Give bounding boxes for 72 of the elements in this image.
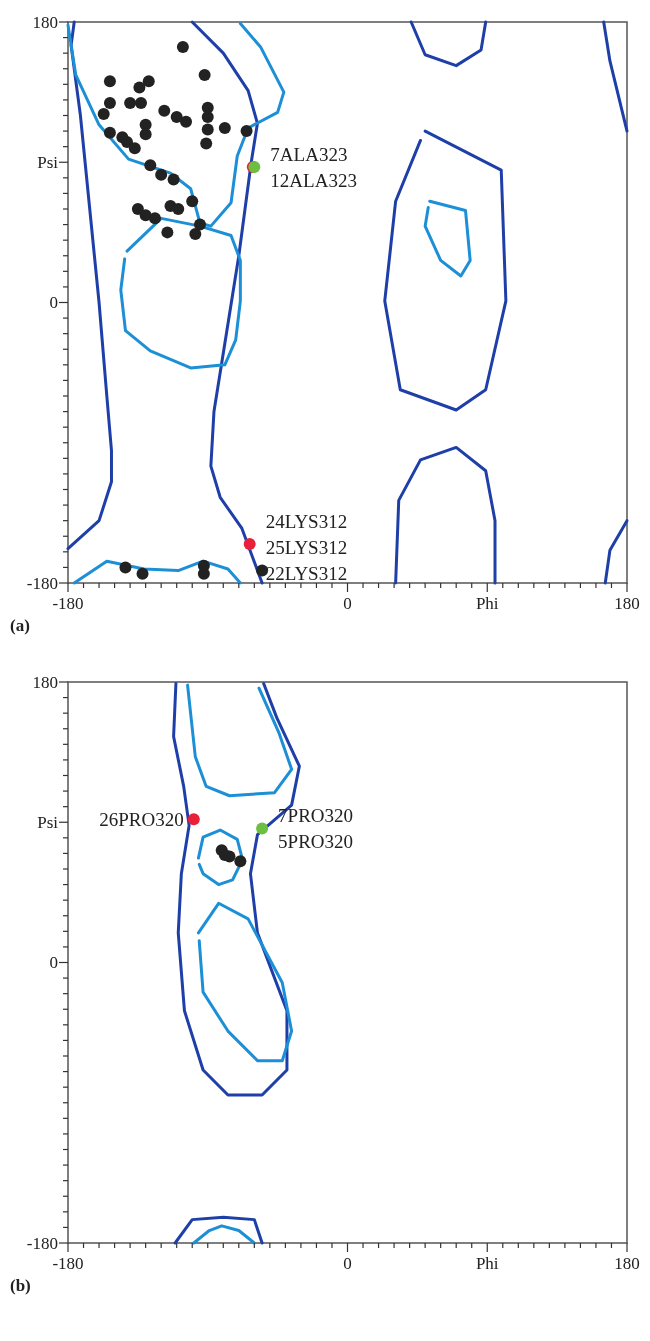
y-tick-label: 0: [49, 953, 58, 973]
point: [158, 104, 171, 117]
point: [103, 75, 116, 88]
x-tick-label: Phi: [475, 594, 499, 613]
line-series: [190, 20, 264, 585]
line-series: [196, 901, 294, 1063]
point: [172, 203, 185, 215]
point: [170, 111, 183, 124]
point: [198, 68, 211, 81]
point: [201, 111, 214, 124]
y-tick-label: 0: [49, 293, 58, 313]
point: [201, 123, 214, 136]
point: [243, 538, 256, 551]
text: (a): [10, 616, 30, 635]
point: [119, 561, 132, 574]
point: [136, 567, 149, 580]
annotation: 7PRO320: [278, 805, 354, 827]
annotation: 7ALA323: [270, 143, 348, 165]
point: [133, 81, 146, 94]
point: [148, 212, 161, 225]
point: [187, 813, 200, 826]
x-tick-label: Phi: [475, 1254, 499, 1273]
line-series: [409, 20, 488, 68]
point: [103, 97, 116, 110]
annotation: 25LYS312: [265, 537, 348, 558]
line-series: [186, 683, 294, 798]
x-tick-label: 180: [614, 1254, 640, 1273]
point: [193, 218, 206, 231]
point: [131, 203, 144, 215]
y-tick-label: -180: [26, 573, 58, 593]
point: [103, 126, 116, 139]
annotation: 26PRO320: [99, 809, 184, 831]
y-tick-label: 180: [32, 12, 58, 32]
line-series: [72, 559, 242, 585]
point: [180, 115, 193, 128]
x-tick-label: 0: [343, 1254, 352, 1273]
point: [134, 97, 147, 110]
point: [155, 168, 168, 181]
point: [218, 121, 231, 134]
line-series: [423, 199, 472, 278]
x-tick-label: 180: [614, 594, 640, 613]
annotation: 12ALA323: [270, 169, 357, 191]
point: [121, 135, 134, 148]
point: [240, 125, 253, 138]
point: [189, 227, 202, 240]
point: [97, 107, 110, 120]
line-series: [196, 828, 245, 887]
point: [128, 142, 141, 155]
y-tick-label: Psi: [37, 153, 59, 173]
point: [218, 848, 231, 861]
x-tick-label: 0: [343, 594, 352, 613]
annotation: 22LYS312: [265, 563, 348, 584]
point: [161, 226, 174, 239]
y-tick-label: -180: [26, 1233, 58, 1253]
line-series: [383, 129, 508, 412]
point: [186, 195, 199, 208]
annotation: 24LYS312: [265, 511, 348, 532]
point: [167, 173, 180, 186]
point: [176, 40, 189, 53]
point: [144, 159, 157, 172]
y-tick-label: Psi: [37, 813, 59, 833]
annotation: 5PRO320: [278, 831, 354, 853]
point: [139, 128, 152, 141]
point: [234, 855, 247, 868]
point: [124, 97, 137, 110]
y-tick-label: 180: [32, 672, 58, 692]
line-series: [66, 20, 113, 551]
point: [256, 822, 269, 835]
text: (b): [10, 1276, 31, 1295]
point: [200, 137, 213, 150]
point: [142, 75, 155, 88]
line-series: [394, 445, 497, 585]
